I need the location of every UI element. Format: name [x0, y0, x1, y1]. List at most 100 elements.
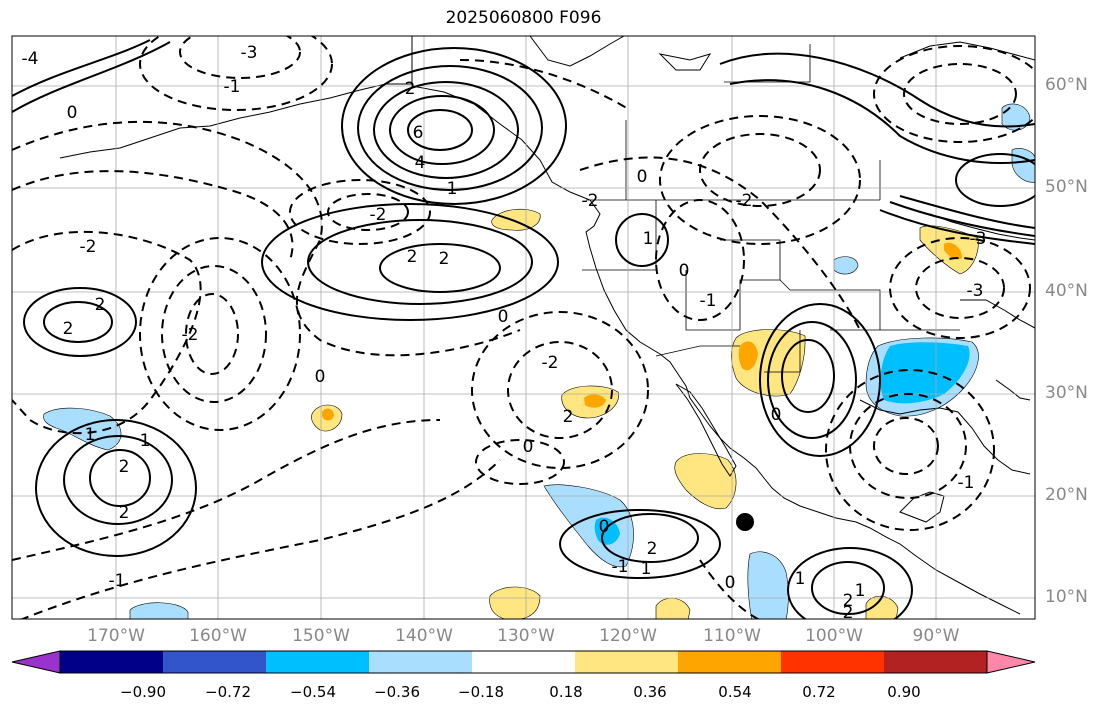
contour-label: 2 — [439, 249, 450, 269]
negative-anomaly — [833, 256, 859, 275]
colorbar — [11, 650, 1036, 674]
contour-label: 1 — [85, 425, 96, 445]
contour-label: 2 — [843, 591, 854, 611]
contour-label: 2 — [405, 79, 416, 99]
contour-label: 0 — [679, 261, 690, 281]
contour-label: 2 — [63, 319, 74, 339]
contour-label: -1 — [109, 571, 126, 591]
contour-label: 0 — [637, 167, 648, 187]
contour-label: 0 — [67, 103, 78, 123]
negative-anomaly — [129, 602, 189, 619]
contour-label: -3 — [970, 229, 987, 249]
contour-label: 2 — [407, 247, 418, 267]
contour-label: 0 — [315, 367, 326, 387]
contour-label: 6 — [413, 123, 424, 143]
contour-label: -3 — [241, 43, 258, 63]
positive-anomaly — [491, 208, 541, 231]
positive-anomaly — [674, 453, 737, 510]
contour-label: 0 — [771, 405, 782, 425]
positive-anomaly — [738, 341, 758, 371]
lon-label-170w: 170°W — [87, 626, 145, 646]
lat-label-50n: 50°N — [1045, 177, 1088, 197]
contour-label: 1 — [643, 229, 654, 249]
colorbar-segment — [781, 651, 885, 673]
lon-label-120w: 120°W — [599, 626, 657, 646]
colorbar-segment — [575, 651, 679, 673]
negative-anomaly — [747, 551, 789, 619]
contour-label: 2 — [119, 503, 130, 523]
colorbar-tick-label: −0.72 — [205, 683, 251, 701]
positive-anomaly — [655, 597, 691, 619]
colorbar-segment — [163, 651, 267, 673]
positive-contours — [12, 39, 1035, 619]
colorbar-extend-max — [986, 650, 1036, 674]
contour-label: 4 — [415, 153, 426, 173]
negative-anomaly — [1001, 103, 1031, 131]
lon-label-130w: 130°W — [497, 626, 555, 646]
colorbar-segment — [369, 651, 473, 673]
lon-label-90w: 90°W — [912, 626, 960, 646]
lon-label-160w: 160°W — [189, 626, 247, 646]
negative-anomaly — [543, 484, 634, 568]
map-title: 2025060800 F096 — [445, 8, 602, 28]
colorbar-tick-label: −0.90 — [120, 683, 166, 701]
contour-label: 2 — [563, 407, 574, 427]
contour-labels: 642210-1-2-3-402210-2-1122210-1-20-2-302… — [22, 43, 987, 623]
contour-label: -2 — [80, 237, 97, 257]
lon-label-110w: 110°W — [703, 626, 761, 646]
contour-label: 2 — [95, 295, 106, 315]
negative-anomaly — [880, 342, 970, 404]
contour-label: 2 — [119, 457, 130, 477]
contour-label: -2 — [736, 191, 753, 211]
contour-label: -1 — [700, 291, 717, 311]
contour-label: 0 — [523, 437, 534, 457]
contour-label: 0 — [725, 573, 736, 593]
lon-label-100w: 100°W — [805, 626, 863, 646]
positive-anomaly — [944, 242, 962, 260]
contour-label: -2 — [542, 353, 559, 373]
contour-label: -2 — [182, 325, 199, 345]
colorbar-outline — [59, 650, 988, 674]
contour-label: 1 — [641, 559, 652, 579]
contour-label: 1 — [447, 179, 458, 199]
contour-label: 0 — [599, 517, 610, 537]
lat-lon-grid — [12, 36, 1035, 619]
contour-label: -1 — [224, 77, 241, 97]
contour-label: -1 — [612, 557, 629, 577]
colorbar-tick-label: 0.90 — [887, 683, 921, 701]
contour-label: -2 — [582, 191, 599, 211]
political-borders — [582, 44, 960, 373]
contour-label: -1 — [958, 473, 975, 493]
colorbar-tick-label: −0.18 — [458, 683, 504, 701]
contour-label: 2 — [843, 603, 854, 623]
colorbar-segment — [678, 651, 782, 673]
lat-label-10n: 10°N — [1045, 587, 1088, 607]
colorbar-segment — [60, 651, 164, 673]
lon-label-150w: 150°W — [292, 626, 350, 646]
lat-label-60n: 60°N — [1045, 75, 1088, 95]
contour-label: 1 — [855, 581, 866, 601]
contour-label: 2 — [647, 539, 658, 559]
colorbar-extend-min — [11, 650, 61, 674]
colorbar-tick-label: 0.36 — [633, 683, 667, 701]
colorbar-tick-label: 0.72 — [802, 683, 836, 701]
colorbar-segment — [472, 651, 576, 673]
contour-label: -3 — [967, 281, 984, 301]
colorbar-tick-label: 0.18 — [549, 683, 583, 701]
map-frame — [11, 35, 1036, 620]
colorbar-tick-label: −0.36 — [374, 683, 420, 701]
colorbar-tick-label: 0.54 — [718, 683, 752, 701]
negative-contours — [12, 36, 1035, 619]
lat-label-40n: 40°N — [1045, 281, 1088, 301]
contour-label: 0 — [498, 307, 509, 327]
contour-label: -2 — [370, 205, 387, 225]
positive-anomaly — [489, 586, 541, 619]
colorbar-segment — [884, 651, 988, 673]
forecast-point-marker — [736, 513, 754, 531]
colorbar-segment — [266, 651, 370, 673]
lat-label-30n: 30°N — [1045, 383, 1088, 403]
positive-anomaly — [584, 394, 606, 408]
negative-anomaly — [1011, 148, 1035, 183]
contour-label: -4 — [22, 49, 39, 69]
